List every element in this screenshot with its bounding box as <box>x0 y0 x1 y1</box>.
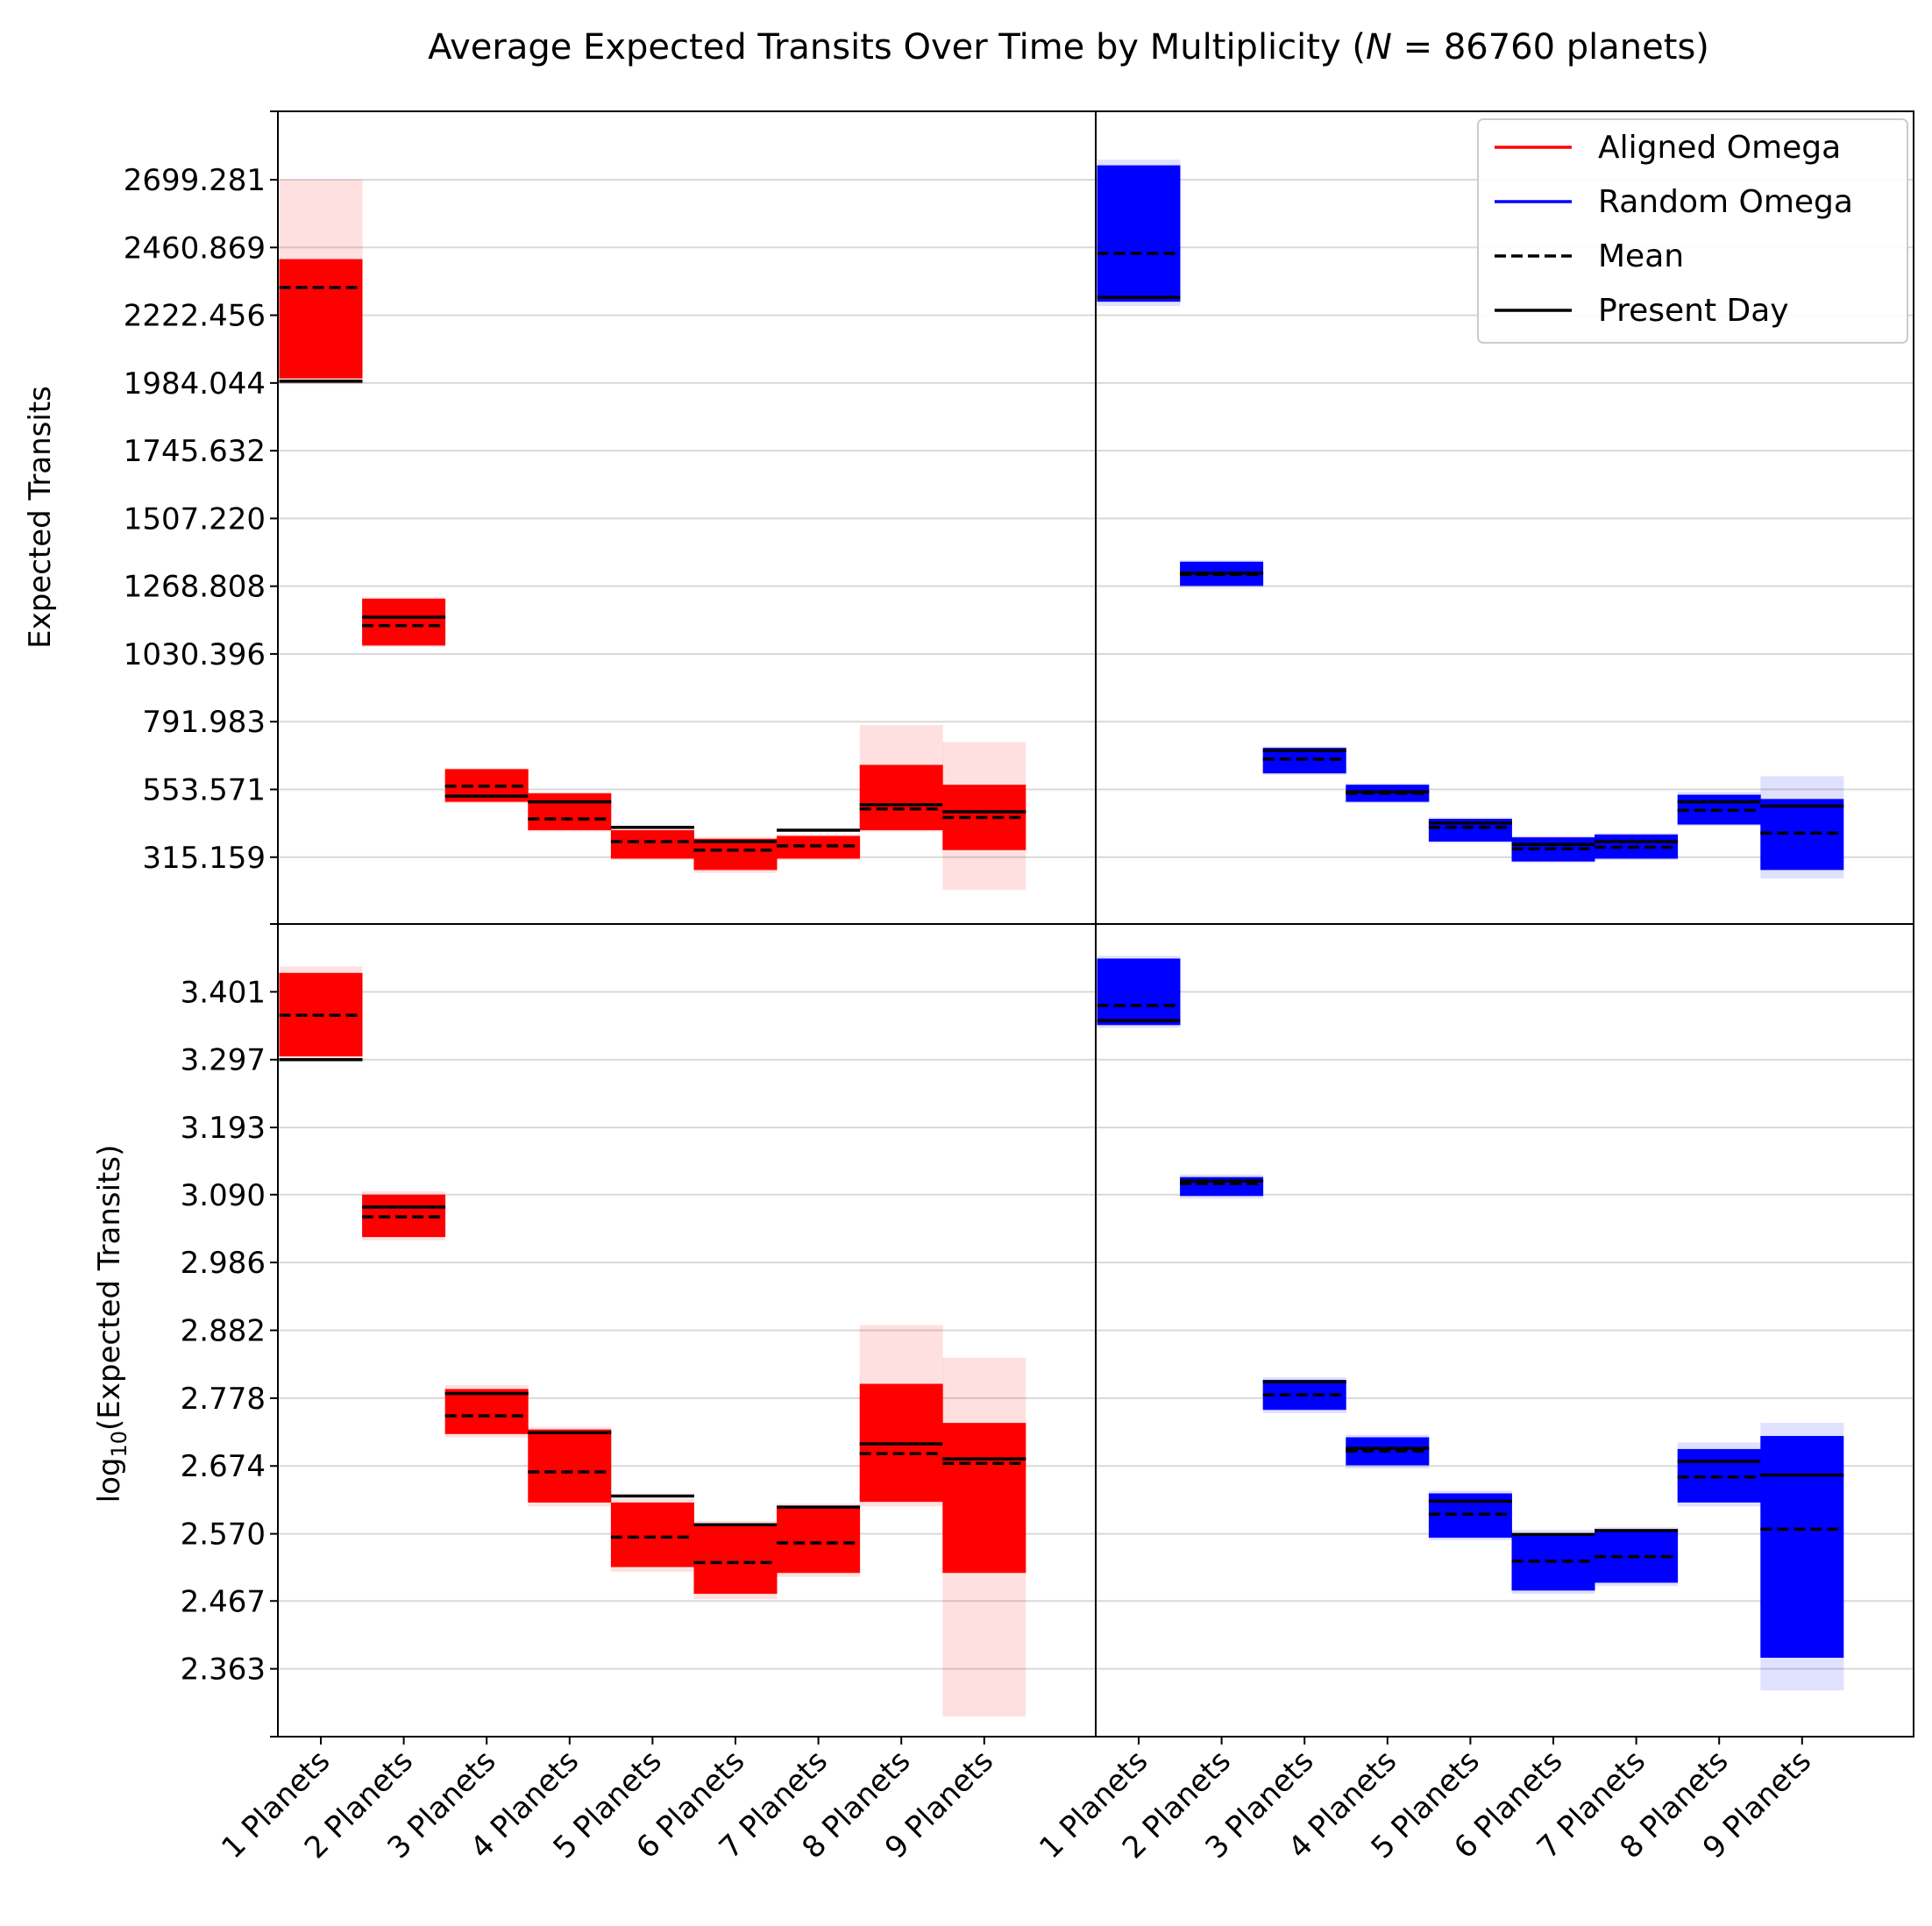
bar-top-aligned-omega-4 <box>528 792 612 831</box>
y-tick-label-top-4: 1984.044 <box>124 366 266 402</box>
y-axis-label-top: Expected Transits <box>23 386 58 649</box>
y-axis-label-bottom-log: log <box>92 1458 127 1503</box>
chart-title: Average Expected Transits Over Time by M… <box>428 27 1709 68</box>
bar-top-random-omega-1 <box>1097 165 1181 302</box>
y-tick-label-bottom-3: 3.193 <box>181 1111 266 1146</box>
y-tick-label-top-5: 1745.632 <box>124 434 266 469</box>
y-axis-label-bottom-sub: 10 <box>107 1431 131 1458</box>
y-axis-label-bottom-rest: (Expected Transits) <box>92 1145 127 1431</box>
y-tick-label-top-9: 791.983 <box>142 705 266 740</box>
y-tick-label-top-10: 553.571 <box>142 773 266 808</box>
y-tick-label-bottom-8: 2.674 <box>181 1449 266 1484</box>
bar-bottom-aligned-omega-6 <box>693 1524 778 1595</box>
legend-label-random-omega: Random Omega <box>1598 184 1853 220</box>
y-tick-label-bottom-5: 2.986 <box>181 1246 266 1281</box>
y-tick-label-bottom-1: 3.401 <box>181 975 266 1010</box>
y-tick-label-bottom-2: 3.297 <box>181 1043 266 1078</box>
legend: Aligned Omega Random Omega Mean Present … <box>1477 118 1908 344</box>
y-tick-label-bottom-11: 2.363 <box>181 1652 266 1688</box>
bar-bottom-aligned-omega-5 <box>610 1502 694 1567</box>
legend-frame <box>1477 118 1908 344</box>
y-tick-label-bottom-7: 2.778 <box>181 1382 266 1417</box>
bar-bottom-aligned-omega-3 <box>444 1389 529 1434</box>
bar-bottom-aligned-omega-4 <box>528 1429 612 1503</box>
bar-top-aligned-omega-1 <box>279 259 363 379</box>
legend-label-present-day: Present Day <box>1598 293 1789 329</box>
y-tick-label-top-1: 2699.281 <box>124 163 266 198</box>
bar-bottom-random-omega-1 <box>1097 958 1181 1026</box>
y-tick-label-top-11: 315.159 <box>142 841 266 876</box>
bar-top-aligned-omega-8 <box>859 764 943 831</box>
bar-bottom-aligned-omega-9 <box>942 1423 1026 1574</box>
y-tick-label-top-7: 1268.808 <box>124 570 266 605</box>
bar-top-aligned-omega-5 <box>610 830 694 859</box>
chart-title-main: Average Expected Transits Over Time by M… <box>428 27 1366 68</box>
y-tick-label-bottom-4: 3.090 <box>181 1178 266 1213</box>
y-axis-label-bottom: log10(Expected Transits) <box>92 1145 131 1503</box>
bar-bottom-random-omega-9 <box>1760 1436 1844 1658</box>
panel-frame-bottom-right <box>1095 923 1914 1738</box>
y-tick-label-bottom-9: 2.570 <box>181 1517 266 1553</box>
chart-title-n-rest: = 86760 planets) <box>1392 27 1709 68</box>
bar-top-aligned-omega-6 <box>693 838 778 871</box>
y-tick-label-top-6: 1507.220 <box>124 501 266 537</box>
y-tick-label-top-3: 2222.456 <box>124 299 266 334</box>
bar-bottom-aligned-omega-7 <box>777 1507 861 1574</box>
legend-label-mean: Mean <box>1598 238 1684 274</box>
y-tick-label-top-8: 1030.396 <box>124 637 266 672</box>
y-tick-label-bottom-10: 2.467 <box>181 1584 266 1619</box>
chart-title-n-symbol: N <box>1366 27 1392 68</box>
y-tick-label-top-2: 2460.869 <box>124 231 266 266</box>
bar-top-aligned-omega-2 <box>362 598 446 646</box>
legend-label-aligned-omega: Aligned Omega <box>1598 130 1841 166</box>
y-tick-label-bottom-6: 2.882 <box>181 1314 266 1349</box>
